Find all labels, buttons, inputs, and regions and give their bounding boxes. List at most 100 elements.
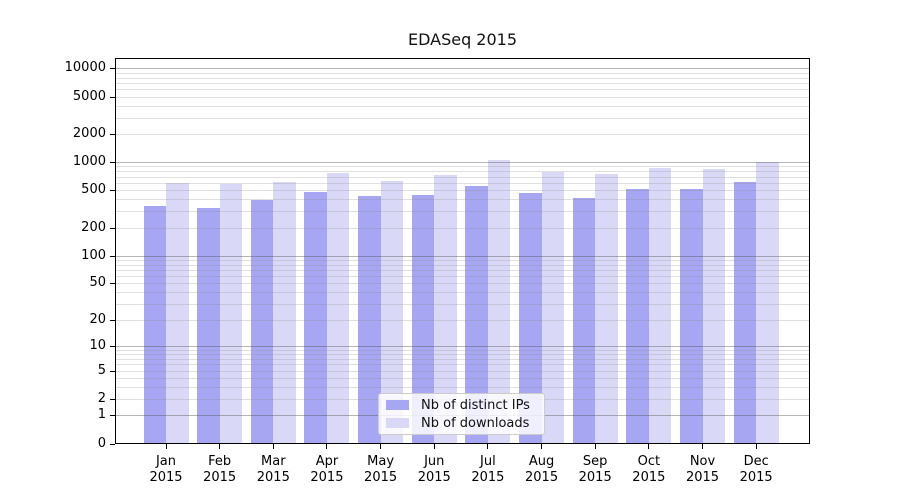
- x-tick-mark-jan: [165, 443, 167, 449]
- gridline-minor-4000: [115, 105, 810, 107]
- y-tick-label-2000: 2000: [72, 126, 106, 141]
- y-tick-mark-100: [110, 255, 115, 257]
- legend-item-downloads: Nb of downloads: [386, 416, 537, 431]
- bar-distinct-ips-dec: [733, 181, 757, 444]
- x-tick-mark-feb: [219, 443, 221, 449]
- gridline-minor-60: [115, 276, 810, 278]
- x-tick-mark-jun: [433, 443, 435, 449]
- bar-downloads-jun: [434, 174, 457, 444]
- gridline-minor-9: [115, 349, 810, 351]
- gridline-minor-200: [115, 227, 810, 229]
- bar-downloads-apr: [326, 172, 350, 444]
- y-tick-mark-1: [110, 415, 115, 417]
- y-tick-label-100: 100: [81, 247, 106, 263]
- x-tick-mark-oct: [648, 443, 650, 449]
- x-tick-mark-dec: [755, 443, 757, 449]
- gridline-minor-50: [115, 283, 810, 285]
- gridline-minor-40: [115, 292, 810, 294]
- y-tick-mark-2: [110, 398, 115, 400]
- gridline-minor-8000: [115, 77, 810, 79]
- gridline-minor-70: [115, 269, 810, 271]
- legend-swatch-distinct-ips: [386, 400, 409, 410]
- x-tick-label-may: May 2015: [364, 453, 398, 485]
- y-tick-label-2: 2: [97, 390, 106, 406]
- gridline-minor-5000: [115, 96, 810, 98]
- bar-distinct-ips-jan: [143, 206, 166, 444]
- x-tick-mark-aug: [541, 443, 543, 449]
- bar-downloads-aug: [541, 172, 565, 444]
- x-tick-label-jan: Jan 2015: [149, 453, 183, 485]
- x-tick-label-nov: Nov 2015: [685, 453, 720, 485]
- y-tick-mark-0: [110, 443, 115, 445]
- y-tick-label-500: 500: [81, 182, 106, 198]
- gridline-minor-900: [115, 166, 810, 168]
- y-tick-mark-20: [110, 319, 115, 321]
- bar-downloads-feb: [219, 183, 243, 444]
- gridline-major-10000: [115, 68, 810, 70]
- plot-frame: [115, 57, 810, 444]
- x-tick-mark-mar: [272, 443, 274, 449]
- x-tick-label-jun: Jun 2015: [417, 453, 451, 485]
- gridline-major-1000: [115, 162, 810, 164]
- x-tick-label-jul: Jul 2015: [471, 453, 505, 485]
- y-tick-label-1: 1: [97, 407, 106, 423]
- gridline-major-100: [115, 255, 810, 257]
- chart-title: EDASeq 2015: [407, 30, 518, 49]
- y-tick-label-5: 5: [97, 362, 106, 378]
- bar-distinct-ips-jun: [411, 195, 435, 444]
- x-tick-mark-sep: [594, 443, 596, 449]
- gridline-minor-3: [115, 387, 810, 389]
- y-tick-mark-10: [110, 345, 115, 347]
- bar-distinct-ips-apr: [304, 191, 327, 444]
- bar-downloads-jul: [487, 159, 511, 444]
- gridline-minor-2000: [115, 134, 810, 135]
- bar-downloads-nov: [702, 169, 725, 444]
- x-tick-label-oct: Oct 2015: [632, 453, 666, 485]
- y-tick-label-5000: 5000: [72, 88, 106, 104]
- y-tick-label-10000: 10000: [64, 60, 106, 76]
- y-tick-label-10: 10: [89, 337, 106, 353]
- gridline-minor-9000: [115, 72, 810, 74]
- bar-downloads-may: [380, 180, 404, 444]
- legend-label-downloads: Nb of downloads: [421, 415, 530, 431]
- bar-downloads-sep: [595, 173, 618, 444]
- x-tick-mark-may: [380, 443, 382, 449]
- x-tick-mark-nov: [702, 443, 703, 449]
- bar-distinct-ips-oct: [626, 189, 649, 444]
- gridline-minor-7: [115, 358, 810, 360]
- bar-distinct-ips-aug: [519, 192, 542, 444]
- bar-distinct-ips-sep: [572, 198, 596, 444]
- gridline-minor-90: [115, 259, 810, 261]
- y-tick-mark-200: [110, 227, 115, 229]
- legend-item-distinct-ips: Nb of distinct IPs: [386, 398, 537, 413]
- gridline-minor-3000: [115, 117, 810, 119]
- gridline-minor-6000: [115, 89, 810, 91]
- legend: Nb of distinct IPs Nb of downloads: [378, 393, 545, 435]
- gridline-minor-400: [115, 199, 810, 201]
- y-tick-mark-500: [110, 190, 115, 192]
- y-tick-label-0: 0: [97, 435, 106, 451]
- y-tick-mark-10000: [110, 68, 115, 70]
- gridline-minor-80: [115, 264, 810, 266]
- bar-distinct-ips-may: [358, 195, 381, 444]
- gridline-minor-6: [115, 364, 810, 366]
- x-tick-mark-jul: [487, 443, 489, 449]
- y-tick-mark-5000: [110, 96, 115, 98]
- bar-downloads-oct: [648, 167, 672, 444]
- bar-downloads-jan: [166, 182, 189, 444]
- y-tick-mark-5: [110, 370, 115, 372]
- legend-label-distinct-ips: Nb of distinct IPs: [421, 397, 530, 413]
- gridline-minor-4: [115, 377, 810, 379]
- gridline-minor-600: [115, 182, 810, 184]
- x-tick-label-mar: Mar 2015: [256, 453, 290, 485]
- bar-distinct-ips-feb: [197, 207, 220, 444]
- y-tick-mark-50: [110, 283, 115, 285]
- y-tick-mark-1000: [110, 162, 115, 164]
- bar-distinct-ips-nov: [680, 189, 703, 444]
- gridline-minor-5: [115, 370, 810, 372]
- y-tick-label-50: 50: [89, 275, 106, 291]
